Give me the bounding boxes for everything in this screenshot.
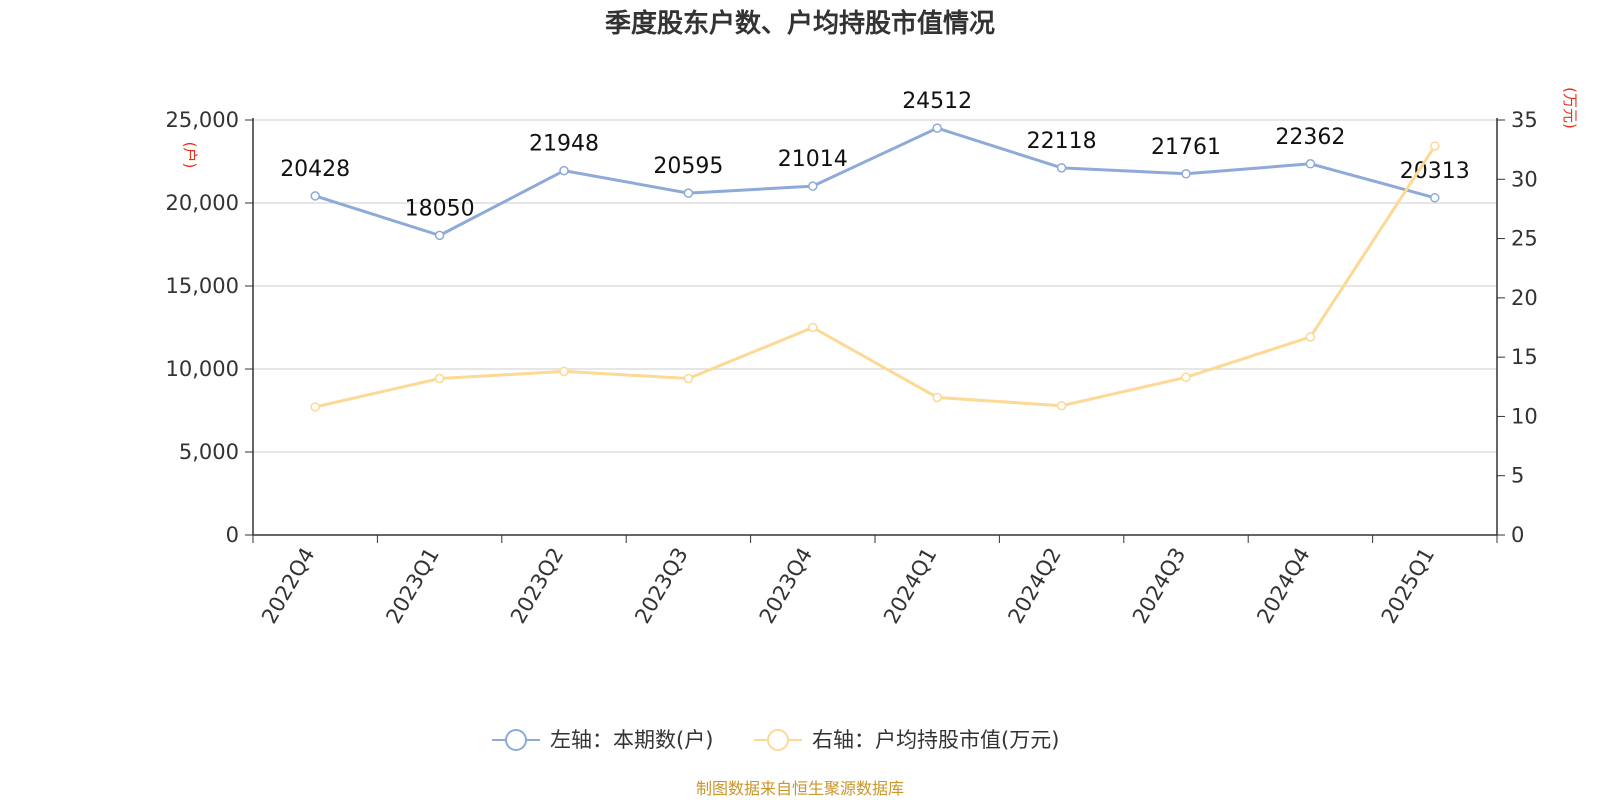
data-point-right[interactable]	[1181, 372, 1191, 383]
x-axis-tick-label: 2023Q1	[381, 544, 443, 628]
data-label: 20595	[653, 154, 723, 179]
chart-title: 季度股东户数、户均持股市值情况	[605, 8, 995, 39]
data-point-right[interactable]	[1056, 401, 1067, 411]
left-axis-tick-label: 20,000	[166, 191, 239, 215]
x-axis-tick-label: 2023Q2	[506, 544, 568, 628]
data-point-right[interactable]	[932, 392, 942, 403]
axes: 05,00010,00015,00020,00025,0000510152025…	[166, 108, 1538, 628]
left-axis-unit: (户)	[181, 142, 199, 169]
right-axis-tick-label: 10	[1511, 404, 1538, 428]
data-point-left[interactable]	[808, 181, 818, 191]
left-axis-tick-label: 10,000	[166, 357, 239, 381]
x-axis-tick-label: 2024Q1	[879, 544, 941, 628]
data-point-left[interactable]	[1056, 163, 1067, 173]
data-label: 22118	[1027, 129, 1097, 154]
legend-item-left-series[interactable]: 左轴：本期数(户)	[492, 728, 713, 752]
legend-label-left-series: 左轴：本期数(户)	[550, 728, 713, 752]
data-point-right[interactable]	[310, 402, 320, 412]
left-axis-tick-label: 5,000	[179, 440, 239, 464]
data-point-left[interactable]	[559, 165, 569, 176]
legend-label-right-series: 右轴：户均持股市值(万元)	[812, 728, 1059, 752]
data-label: 21948	[529, 132, 599, 157]
data-point-left[interactable]	[683, 188, 694, 198]
data-point-left[interactable]	[1181, 169, 1191, 179]
data-point-right[interactable]	[1305, 332, 1316, 342]
data-label: 18050	[405, 196, 475, 221]
data-point-right[interactable]	[559, 366, 569, 377]
left-axis-tick-label: 15,000	[166, 274, 239, 298]
data-label: 21761	[1151, 135, 1221, 160]
data-point-left[interactable]	[1430, 193, 1440, 203]
x-axis-tick-label: 2024Q2	[1003, 544, 1065, 628]
data-point-right[interactable]	[808, 322, 818, 333]
data-point-left[interactable]	[434, 230, 445, 241]
data-point-left[interactable]	[310, 191, 320, 201]
data-point-left[interactable]	[1305, 159, 1316, 169]
right-axis-unit: (万元)	[1561, 87, 1579, 129]
right-axis-tick-label: 25	[1511, 227, 1538, 251]
data-label: 21014	[778, 147, 848, 172]
source-note: 制图数据来自恒生聚源数据库	[696, 779, 904, 798]
data-point-left[interactable]	[932, 123, 942, 133]
data-point-right[interactable]	[434, 373, 445, 384]
series-layer: 20428 18050 21948 20595 21014 24512 22118 21761…	[280, 89, 1470, 412]
data-label: 20428	[280, 157, 350, 182]
right-axis-tick-label: 15	[1511, 345, 1538, 369]
data-point-right[interactable]	[1430, 141, 1440, 151]
data-label: 20313	[1400, 159, 1470, 184]
right-axis-tick-label: 20	[1511, 286, 1538, 310]
x-axis-tick-label: 2024Q3	[1128, 544, 1190, 628]
right-axis-tick-label: 35	[1511, 108, 1538, 132]
left-axis-tick-label: 25,000	[166, 108, 239, 132]
data-point-right[interactable]	[683, 373, 694, 384]
x-axis-tick-label: 2022Q4	[257, 544, 319, 628]
right-axis-tick-label: 0	[1511, 523, 1524, 547]
grid-lines	[253, 119, 1497, 453]
series-line-right	[314, 145, 1437, 409]
x-axis-tick-label: 2023Q4	[755, 544, 817, 628]
right-axis-tick-label: 5	[1511, 464, 1524, 488]
x-axis-tick-label: 2023Q3	[630, 544, 692, 628]
x-axis-tick-label: 2024Q4	[1252, 544, 1314, 628]
right-axis-tick-label: 30	[1511, 167, 1538, 191]
data-label: 22362	[1275, 125, 1345, 150]
legend-item-right-series[interactable]: 右轴：户均持股市值(万元)	[754, 728, 1059, 752]
series-line-left	[314, 126, 1436, 237]
data-label: 24512	[902, 89, 972, 114]
legend[interactable]: 左轴：本期数(户) 右轴：户均持股市值(万元)	[492, 728, 1059, 752]
x-axis-tick-label: 2025Q1	[1377, 544, 1439, 628]
left-axis-tick-label: 0	[226, 523, 239, 547]
